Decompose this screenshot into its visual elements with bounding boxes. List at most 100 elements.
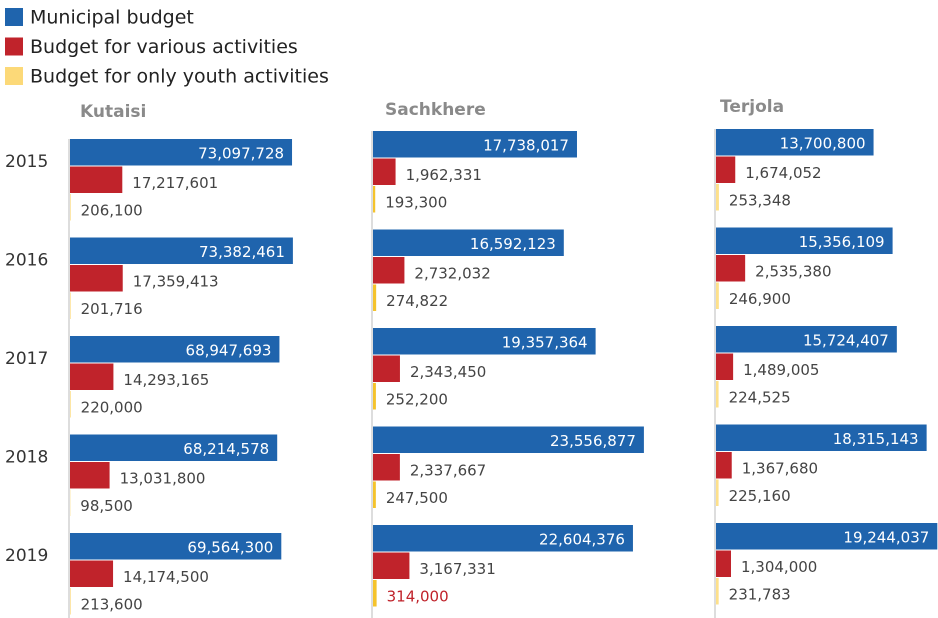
value-label: 19,244,037 (843, 528, 929, 546)
bar (70, 166, 123, 193)
bar (70, 434, 278, 461)
year-label: 2015 (5, 152, 48, 172)
bar (70, 560, 114, 587)
bar (716, 452, 732, 479)
legend-swatch (5, 67, 23, 85)
bar (70, 194, 71, 221)
bar (373, 158, 396, 185)
bar (716, 282, 719, 309)
value-label: 2,337,667 (410, 461, 486, 479)
value-label: 3,167,331 (419, 560, 495, 578)
value-label: 69,564,300 (187, 538, 273, 556)
value-label: 1,367,680 (742, 459, 818, 477)
value-label: 225,160 (729, 487, 791, 505)
value-label: 2,343,450 (410, 363, 486, 381)
value-label: 224,525 (729, 388, 791, 406)
value-label: 13,700,800 (780, 134, 866, 152)
bar (716, 550, 731, 577)
bar (70, 336, 280, 363)
value-label: 23,556,877 (550, 432, 636, 450)
panel-title: Sachkhere (385, 100, 486, 120)
year-label: 2017 (5, 349, 48, 369)
bar (70, 533, 282, 560)
value-label: 1,962,331 (406, 166, 482, 184)
bar (373, 580, 377, 607)
value-label: 314,000 (387, 587, 449, 605)
value-label: 274,822 (386, 292, 448, 310)
value-label: 1,489,005 (743, 361, 819, 379)
bar (373, 328, 596, 355)
value-label: 73,382,461 (199, 243, 285, 261)
value-label: 247,500 (386, 489, 448, 507)
bar (373, 525, 633, 552)
bar (716, 129, 874, 156)
value-label: 252,200 (386, 390, 448, 408)
value-label: 213,600 (81, 595, 143, 613)
bar (70, 139, 293, 166)
bar (373, 426, 644, 453)
value-label: 13,031,800 (120, 469, 206, 487)
bar (373, 229, 564, 256)
value-label: 15,356,109 (799, 233, 885, 251)
bar (716, 227, 893, 254)
value-label: 68,947,693 (186, 341, 272, 359)
bar (373, 552, 410, 579)
value-label: 193,300 (385, 193, 447, 211)
bar (70, 462, 110, 489)
year-label: 2018 (5, 448, 48, 468)
legend-label: Budget for only youth activities (30, 66, 329, 88)
value-label: 2,535,380 (755, 262, 831, 280)
value-label: 68,214,578 (183, 440, 269, 458)
bar (716, 523, 938, 550)
year-label: 2016 (5, 251, 48, 271)
legend-label: Municipal budget (30, 7, 194, 29)
value-label: 2,732,032 (414, 264, 490, 282)
value-label: 1,674,052 (745, 164, 821, 182)
bar (716, 184, 719, 211)
year-label: 2019 (5, 546, 48, 566)
bar (70, 588, 71, 615)
bar (373, 131, 577, 158)
legend-swatch (5, 8, 23, 26)
panel-title: Terjola (720, 97, 784, 117)
value-label: 17,217,601 (132, 174, 218, 192)
bar (716, 578, 719, 605)
bar (716, 424, 927, 451)
bar (373, 355, 400, 382)
legend-label: Budget for various activities (30, 36, 298, 58)
value-label: 253,348 (729, 191, 791, 209)
bar (70, 237, 293, 264)
bar (373, 481, 376, 508)
bar (716, 381, 719, 408)
value-label: 206,100 (81, 201, 143, 219)
value-label: 16,592,123 (470, 235, 556, 253)
bar (70, 265, 123, 292)
bar (70, 391, 71, 418)
bar (373, 454, 400, 481)
value-label: 14,293,165 (123, 371, 209, 389)
value-label: 231,783 (729, 585, 791, 603)
value-label: 1,304,000 (741, 558, 817, 576)
bar (716, 479, 719, 506)
value-label: 17,359,413 (133, 272, 219, 290)
panel-title: Kutaisi (80, 102, 146, 122)
value-label: 246,900 (729, 290, 791, 308)
bar (716, 353, 734, 380)
bar (70, 292, 71, 319)
bar (373, 284, 377, 311)
bar (373, 257, 405, 284)
bar (716, 255, 746, 282)
value-label: 73,097,728 (198, 144, 284, 162)
value-label: 201,716 (81, 300, 143, 318)
value-label: 15,724,407 (803, 331, 889, 349)
value-label: 19,357,364 (502, 333, 588, 351)
bar (373, 383, 376, 410)
bar (373, 186, 376, 213)
bar (716, 156, 736, 183)
bar (716, 326, 897, 353)
value-label: 22,604,376 (539, 530, 625, 548)
value-label: 220,000 (81, 398, 143, 416)
value-label: 18,315,143 (833, 430, 919, 448)
value-label: 17,738,017 (483, 136, 569, 154)
